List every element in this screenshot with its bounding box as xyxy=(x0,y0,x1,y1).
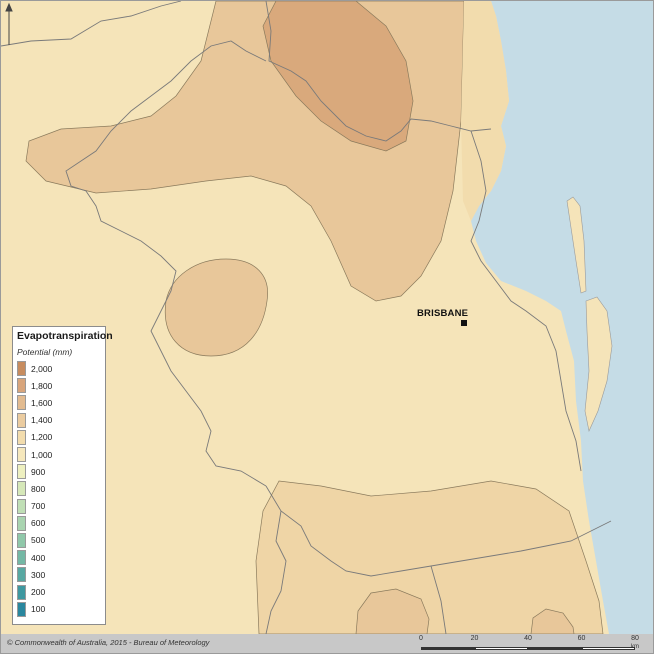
legend-row: 900 xyxy=(17,463,52,480)
legend-row: 1,000 xyxy=(17,446,52,463)
scale-tick-label: 80 xyxy=(631,635,639,642)
island-south xyxy=(584,296,613,432)
scale-segment xyxy=(474,647,528,650)
legend-row: 1,400 xyxy=(17,412,52,429)
scale-unit: km xyxy=(631,644,639,650)
legend-label: 2,000 xyxy=(31,363,53,374)
legend-swatch xyxy=(17,464,26,480)
legend-row: 1,600 xyxy=(17,394,52,411)
legend-label: 900 xyxy=(31,466,46,477)
legend-swatch xyxy=(17,395,26,411)
legend-title: Evapotranspiration xyxy=(17,330,113,342)
city-label-brisbane: BRISBANE xyxy=(417,308,469,319)
legend-label: 1,800 xyxy=(31,380,53,391)
legend-label: 1,600 xyxy=(31,397,53,408)
zone-1400-south-west xyxy=(355,588,430,635)
legend: Evapotranspiration Potential (mm) 2,000 1… xyxy=(12,326,113,625)
legend-swatch xyxy=(17,515,26,531)
legend-swatch xyxy=(17,447,26,463)
legend-row: 300 xyxy=(17,566,52,583)
legend-row: 1,800 xyxy=(17,377,52,394)
legend-swatch xyxy=(17,361,26,377)
legend-swatch xyxy=(17,584,26,600)
ocean xyxy=(471,1,653,634)
scale-tick-label: 0 xyxy=(419,635,423,642)
scale-tick-label: 60 xyxy=(577,635,586,642)
legend-label: 600 xyxy=(31,518,46,529)
legend-label: 700 xyxy=(31,501,46,512)
scale-segment xyxy=(581,647,635,650)
copyright-text: © Commonwealth of Australia, 2015 - Bure… xyxy=(7,638,210,647)
legend-label: 1,400 xyxy=(31,415,53,426)
legend-label: 1,200 xyxy=(31,432,53,443)
legend-row: 200 xyxy=(17,583,52,600)
legend-swatch xyxy=(17,601,26,617)
coastal-strip xyxy=(461,1,509,221)
catchment-boundaries xyxy=(1,1,612,635)
scale-tick-label: 20 xyxy=(470,635,479,642)
legend-row: 600 xyxy=(17,515,52,532)
legend-label: 1,000 xyxy=(31,449,53,460)
legend-swatch xyxy=(17,498,26,514)
legend-row: 700 xyxy=(17,498,52,515)
legend-label: 100 xyxy=(31,604,46,615)
scale-segment xyxy=(528,647,582,650)
scale-segment xyxy=(421,647,475,650)
footer: © Commonwealth of Australia, 2015 - Bure… xyxy=(1,634,653,653)
legend-subtitle: Potential (mm) xyxy=(17,347,73,357)
legend-row: 800 xyxy=(17,480,52,497)
city-marker-brisbane[interactable] xyxy=(461,320,467,326)
scale-bar: 0 20 40 60 80 km xyxy=(419,634,641,653)
zone-1400-central xyxy=(164,258,268,357)
legend-row: 1,200 xyxy=(17,429,52,446)
legend-row: 2,000 xyxy=(17,360,52,377)
legend-row: 500 xyxy=(17,532,52,549)
legend-swatch xyxy=(17,532,26,548)
scale-tick-label: 40 xyxy=(524,635,532,642)
legend-label: 300 xyxy=(31,569,46,580)
legend-row: 100 xyxy=(17,601,52,618)
legend-items: 2,000 1,800 1,600 1,400 1,200 1,000 900 800 700 6… xyxy=(17,360,52,618)
zone-1600-north xyxy=(262,1,414,152)
legend-swatch xyxy=(17,378,26,394)
legend-label: 800 xyxy=(31,483,46,494)
north-arrow xyxy=(5,2,13,45)
legend-swatch xyxy=(17,429,26,445)
legend-label: 500 xyxy=(31,535,46,546)
zone-1200-south xyxy=(255,480,604,635)
legend-swatch xyxy=(17,567,26,583)
legend-swatch xyxy=(17,550,26,566)
legend-swatch xyxy=(17,412,26,428)
island-north xyxy=(566,196,587,294)
legend-label: 200 xyxy=(31,587,46,598)
legend-row: 400 xyxy=(17,549,52,566)
legend-label: 400 xyxy=(31,552,46,563)
legend-swatch xyxy=(17,481,26,497)
